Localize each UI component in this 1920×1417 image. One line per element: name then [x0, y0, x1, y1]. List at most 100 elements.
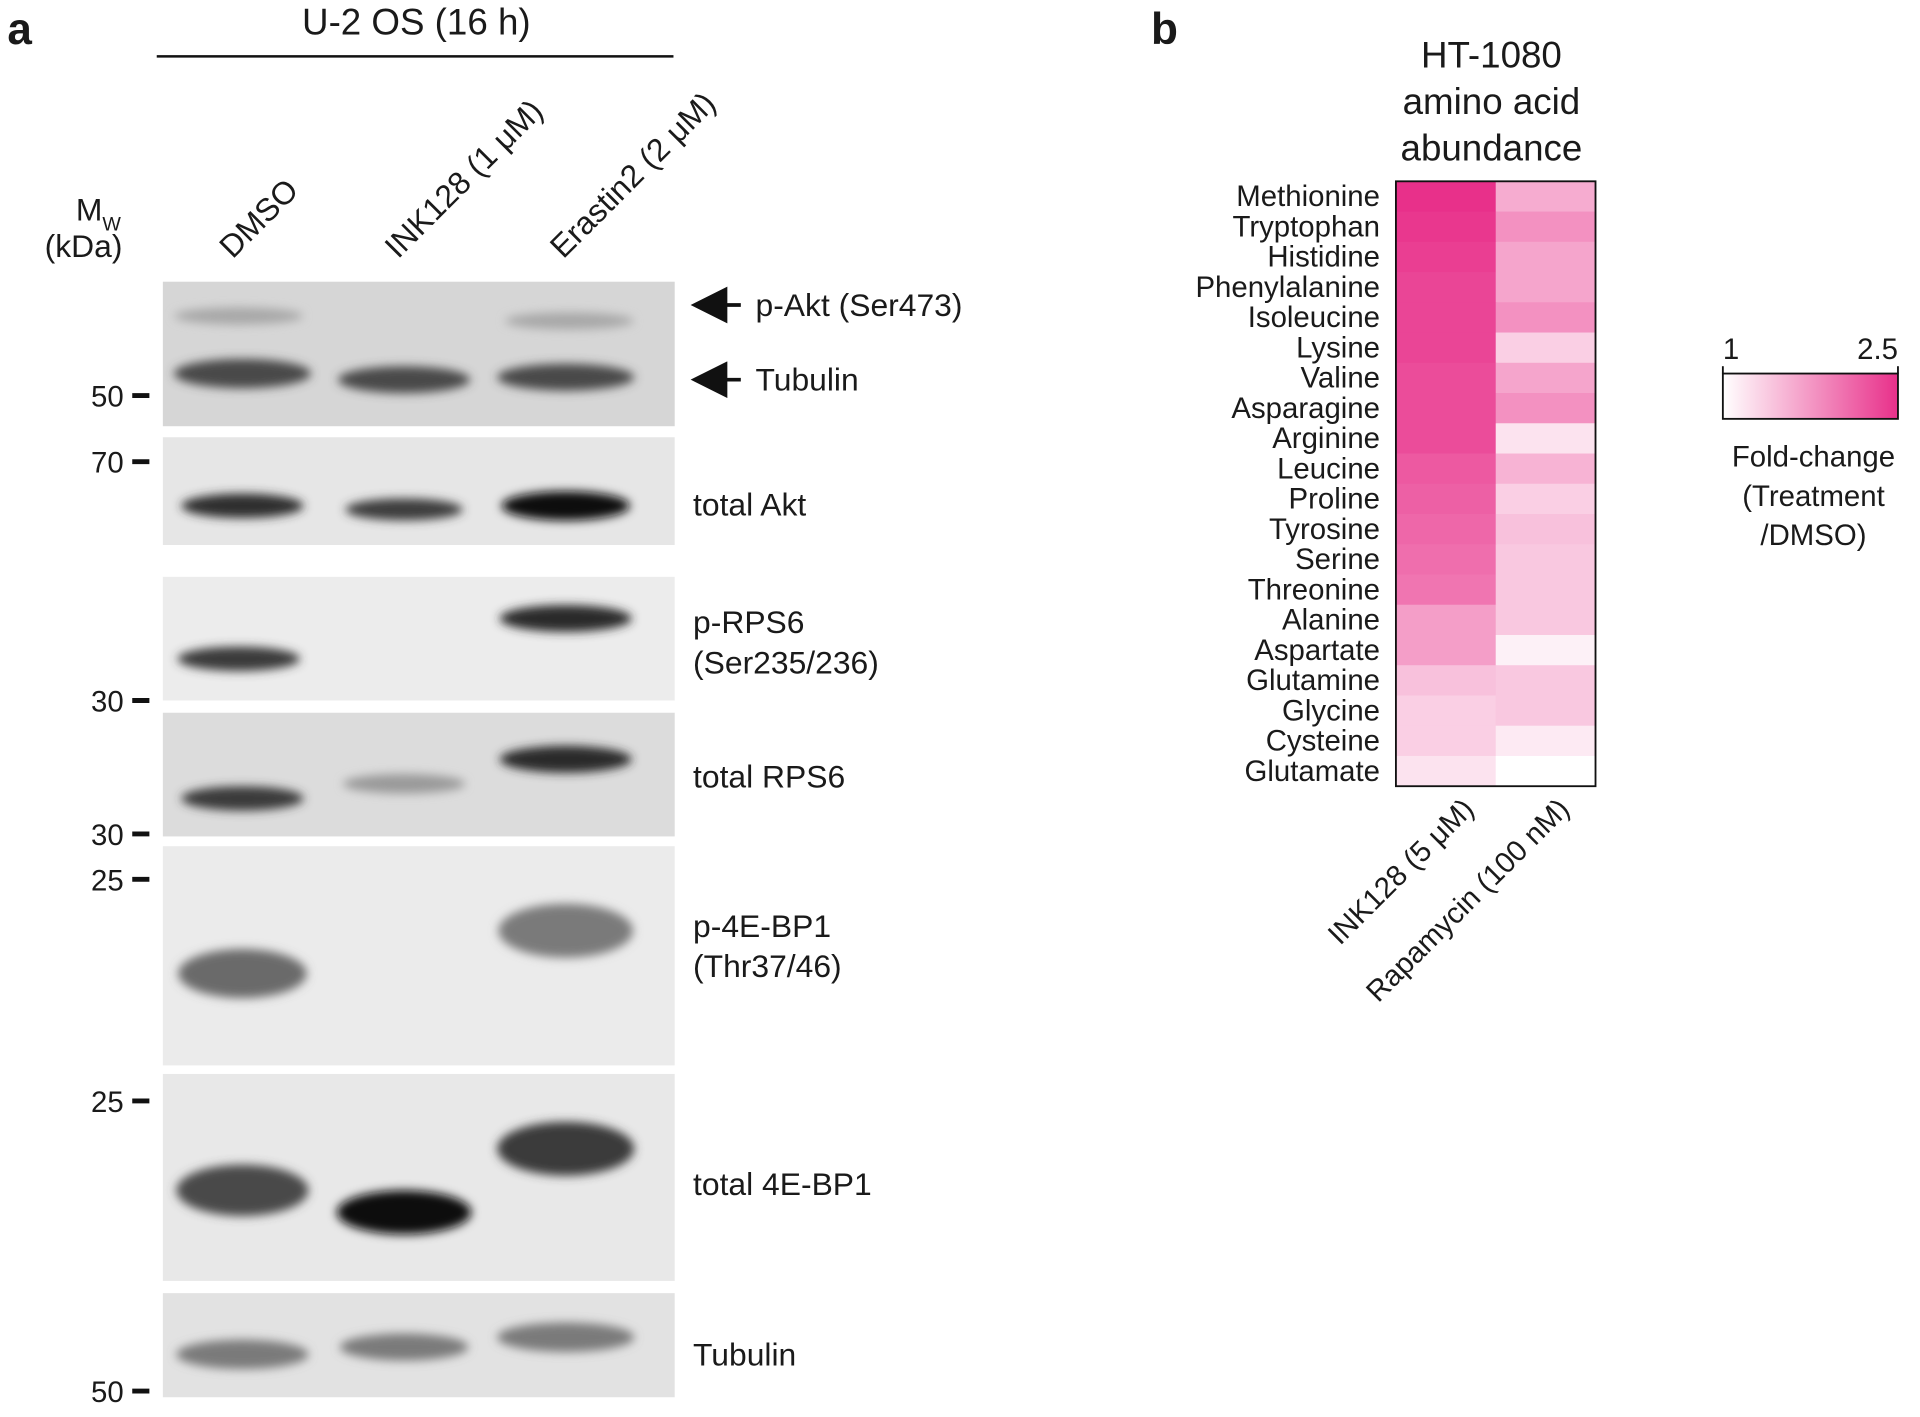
heatmap-cell — [1495, 211, 1597, 243]
heatmap-cell — [1495, 604, 1597, 636]
heatmap-cell — [1395, 302, 1497, 334]
band — [345, 498, 463, 521]
band — [336, 1190, 472, 1235]
mw-subscript: W — [102, 213, 121, 235]
mw-marker: 50 — [91, 1376, 124, 1409]
band — [174, 307, 304, 325]
heatmap-cell — [1495, 272, 1597, 303]
band — [499, 604, 632, 632]
mw-marker: 70 — [91, 447, 124, 480]
band — [181, 493, 304, 519]
lane-label: DMSO — [212, 172, 305, 265]
condition-label: U-2 OS (16 h) — [302, 1, 531, 42]
mw-header: MW — [76, 191, 122, 235]
heatmap-cell — [1495, 725, 1597, 757]
row-label: Tryptophan — [1232, 210, 1380, 243]
row-label: Leucine — [1277, 452, 1380, 485]
heatmap-cell — [1395, 483, 1497, 515]
mw-marker: 30 — [91, 686, 124, 719]
panel-b: b HT-1080 amino acid abundance MethionineTry… — [1151, 5, 1899, 1008]
heatmap-cell — [1395, 453, 1497, 485]
heatmap-cell — [1495, 181, 1597, 213]
blot — [162, 576, 675, 701]
panel-letter: a — [7, 5, 32, 54]
blot-label: total Akt — [693, 487, 806, 523]
row-label: Glutamate — [1244, 755, 1380, 788]
heatmap-cell — [1495, 483, 1597, 515]
heatmap-cell — [1495, 665, 1597, 697]
chart-title: amino acid — [1403, 81, 1581, 122]
row-label: Arginine — [1272, 422, 1380, 455]
mw-marker: 30 — [91, 819, 124, 852]
panel-letter: b — [1151, 5, 1178, 54]
band — [177, 646, 300, 672]
heatmap-cell — [1495, 453, 1597, 485]
heatmap-cell — [1395, 634, 1497, 666]
lane-label: INK128 (1 μM) — [377, 92, 549, 264]
colorbar-tick-label: 2.5 — [1857, 333, 1898, 366]
mw-marker: 50 — [91, 381, 124, 414]
mw-unit: (kDa) — [45, 228, 123, 264]
row-label: Cysteine — [1266, 725, 1380, 758]
row-label: Isoleucine — [1248, 301, 1380, 334]
heatmap-cell — [1395, 393, 1497, 424]
colorbar-label: Fold-change — [1732, 441, 1895, 474]
heatmap-cell — [1495, 514, 1597, 545]
chart-title: abundance — [1401, 127, 1583, 168]
heatmap-cell — [1495, 544, 1597, 576]
blot-label: p-4E-BP1 — [693, 908, 831, 944]
band — [497, 1121, 635, 1176]
band — [176, 1339, 309, 1370]
heatmap-cell — [1495, 332, 1597, 364]
blot-label: Tubulin — [693, 1336, 796, 1372]
band — [497, 363, 635, 391]
blot-label: Tubulin — [756, 362, 859, 398]
blot-label: p-Akt (Ser473) — [756, 287, 963, 323]
blot-label: total RPS6 — [693, 758, 845, 794]
band — [337, 366, 471, 394]
heatmap-cell — [1495, 755, 1597, 787]
colorbar — [1721, 372, 1899, 420]
heatmap-cell — [1395, 514, 1497, 545]
band — [505, 312, 634, 330]
band — [176, 1164, 309, 1216]
row-label: Phenylalanine — [1195, 271, 1380, 304]
blot-label: (Thr37/46) — [693, 948, 842, 984]
row-label: Alanine — [1282, 604, 1380, 637]
heatmap-cell — [1495, 574, 1597, 606]
row-label: Threonine — [1248, 573, 1380, 606]
heatmap-cell — [1495, 393, 1597, 424]
row-label: Proline — [1289, 483, 1380, 516]
band — [499, 745, 632, 773]
heatmap-cell — [1395, 332, 1497, 364]
heatmap-cell — [1395, 574, 1497, 606]
chart-title: HT-1080 — [1421, 34, 1562, 75]
colorbar-label: /DMSO) — [1760, 519, 1866, 552]
band — [342, 773, 466, 794]
blot — [162, 437, 675, 545]
band — [178, 949, 307, 999]
heatmap-cell — [1495, 695, 1597, 727]
heatmap-cell — [1395, 725, 1497, 757]
row-label: Aspartate — [1254, 634, 1380, 667]
heatmap-cell — [1395, 544, 1497, 576]
band — [501, 491, 630, 521]
heatmap-cell — [1395, 695, 1497, 727]
row-label: Valine — [1301, 362, 1380, 395]
mw-marker: 25 — [91, 1086, 124, 1119]
panel-a: a U-2 OS (16 h) DMSO INK128 (1 μM)Erastin2 … — [7, 1, 962, 1409]
band — [497, 1322, 635, 1352]
heatmap-cell — [1395, 181, 1497, 213]
lane-label: Erastin2 (2 μM) — [543, 85, 723, 265]
heatmap-cell — [1495, 634, 1597, 666]
heatmap-frame — [1395, 180, 1597, 788]
band — [339, 1333, 469, 1361]
heatmap-cell — [1395, 604, 1497, 636]
row-label: Serine — [1295, 543, 1380, 576]
heatmap-cell — [1395, 665, 1497, 697]
blot-label: total 4E-BP1 — [693, 1166, 872, 1202]
heatmap-cell — [1495, 302, 1597, 334]
row-label: Histidine — [1267, 241, 1380, 274]
